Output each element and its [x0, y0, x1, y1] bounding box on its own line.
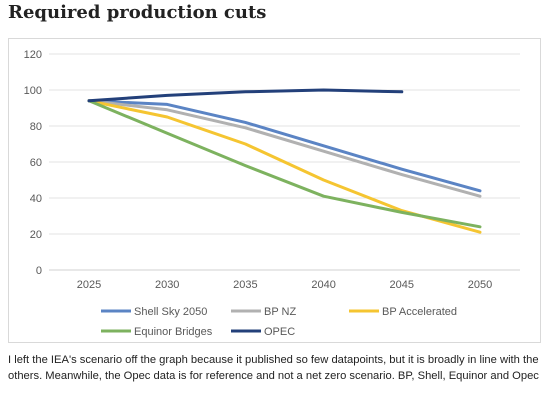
series-line-bp-accelerated — [87, 99, 482, 234]
x-tick-label: 2035 — [233, 279, 257, 291]
y-tick-label: 20 — [30, 229, 42, 241]
y-tick-label: 100 — [24, 85, 42, 97]
y-tick-label: 60 — [30, 157, 42, 169]
series-line-bp-nz — [87, 99, 482, 198]
y-tick-label: 80 — [30, 121, 42, 133]
legend-label-bp-nz: BP NZ — [264, 306, 296, 318]
x-tick-label: 2040 — [311, 279, 335, 291]
x-tick-label: 2050 — [468, 279, 492, 291]
page-title: Required production cuts — [8, 2, 267, 23]
y-tick-label: 120 — [24, 49, 42, 61]
y-tick-label: 0 — [36, 265, 42, 277]
y-tick-labels: 0 20 40 60 80 100 120 — [24, 49, 42, 277]
x-tick-label: 2030 — [155, 279, 179, 291]
legend-label-bp-accelerated: BP Accelerated — [382, 306, 457, 318]
y-tick-label: 40 — [30, 193, 42, 205]
x-tick-label: 2045 — [390, 279, 414, 291]
x-tick-label: 2025 — [77, 279, 101, 291]
chart-caption: I left the IEA's scenario off the graph … — [8, 354, 539, 382]
legend-label-opec: OPEC — [264, 326, 295, 338]
x-tick-labels: 2025 2030 2035 2040 2045 2050 — [77, 279, 492, 291]
legend-label-shell-sky-2050: Shell Sky 2050 — [134, 306, 207, 318]
legend: Shell Sky 2050 BP NZ BP Accelerated Equinor… — [101, 306, 457, 338]
series-line-equinor-bridges — [87, 99, 482, 229]
legend-label-equinor-bridges: Equinor Bridges — [134, 326, 213, 338]
series-line-shell-sky-2050 — [87, 99, 482, 193]
chart-container: 0 20 40 60 80 100 120 2025 2030 2035 2040 2045 2050… — [8, 38, 541, 343]
series-line-opec — [87, 88, 404, 103]
series-lines — [87, 88, 482, 234]
